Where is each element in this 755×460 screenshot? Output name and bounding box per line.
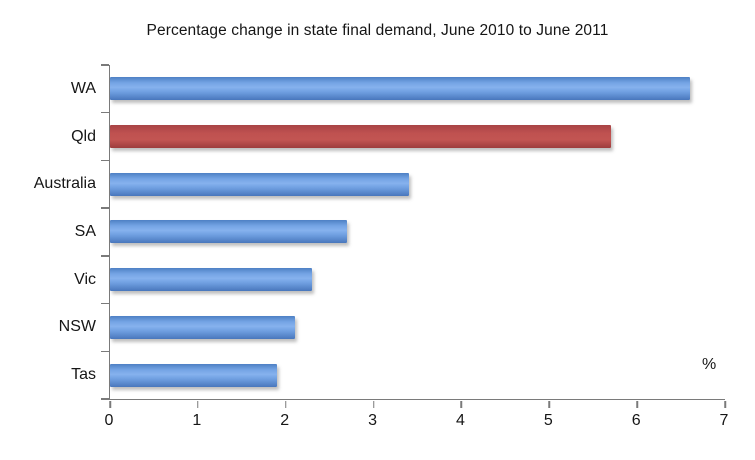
- x-axis-tick-label: 3: [368, 412, 378, 429]
- bar-row: [110, 113, 725, 161]
- x-axis-tick: [109, 400, 111, 408]
- bar-row: [110, 351, 725, 399]
- x-axis-tick-label: 2: [280, 412, 290, 429]
- x-axis-tick: [724, 400, 726, 408]
- category-label-australia: Australia: [33, 175, 96, 193]
- x-axis-tick-label: 4: [455, 412, 465, 429]
- bar-sa: [110, 220, 348, 244]
- x-axis-tick-label: 6: [631, 412, 641, 429]
- y-axis-tick: [101, 398, 109, 400]
- bar-wa: [110, 77, 690, 101]
- y-axis-tick: [101, 255, 109, 257]
- bar-row: [110, 208, 725, 256]
- bar-nsw: [110, 315, 295, 339]
- bar-row: [110, 65, 725, 113]
- x-axis-labels: 0 1 2 3 4 5 6 7: [105, 410, 729, 436]
- x-axis-tick-label: 7: [719, 412, 729, 429]
- x-axis-tick-label: 0: [104, 412, 114, 429]
- bar-row: [110, 160, 725, 208]
- plot-area: [101, 64, 726, 408]
- x-axis-tick-label: 5: [543, 412, 553, 429]
- category-labels: WA Qld Australia SA Vic NSW Tas: [0, 65, 96, 399]
- category-label-qld: Qld: [71, 127, 96, 145]
- category-label-tas: Tas: [71, 366, 96, 384]
- category-label-nsw: NSW: [58, 318, 96, 336]
- bar-row: [110, 304, 725, 352]
- y-axis-tick: [101, 64, 109, 66]
- y-axis-tick: [101, 302, 109, 305]
- y-axis-tick: [101, 159, 109, 162]
- x-axis-tick-label: 1: [192, 412, 202, 429]
- y-axis-tick: [101, 207, 109, 209]
- bar-vic: [110, 268, 313, 292]
- x-axis-tick: [284, 400, 287, 408]
- x-axis-tick: [636, 400, 638, 408]
- y-axis-tick: [101, 350, 109, 353]
- category-label-wa: WA: [70, 79, 96, 97]
- category-label-vic: Vic: [74, 270, 96, 288]
- y-axis-tick: [101, 111, 109, 114]
- bar-australia: [110, 172, 409, 196]
- bar-tas: [110, 363, 277, 387]
- unit-label: %: [702, 356, 717, 373]
- x-axis-tick: [460, 400, 463, 408]
- bar-row: [110, 256, 725, 304]
- x-axis-tick: [372, 400, 375, 408]
- chart-title: Percentage change in state final demand,…: [146, 22, 609, 39]
- x-axis-tick: [197, 400, 199, 408]
- bar-qld: [110, 125, 611, 149]
- category-label-sa: SA: [74, 222, 96, 240]
- x-axis-tick: [548, 400, 551, 408]
